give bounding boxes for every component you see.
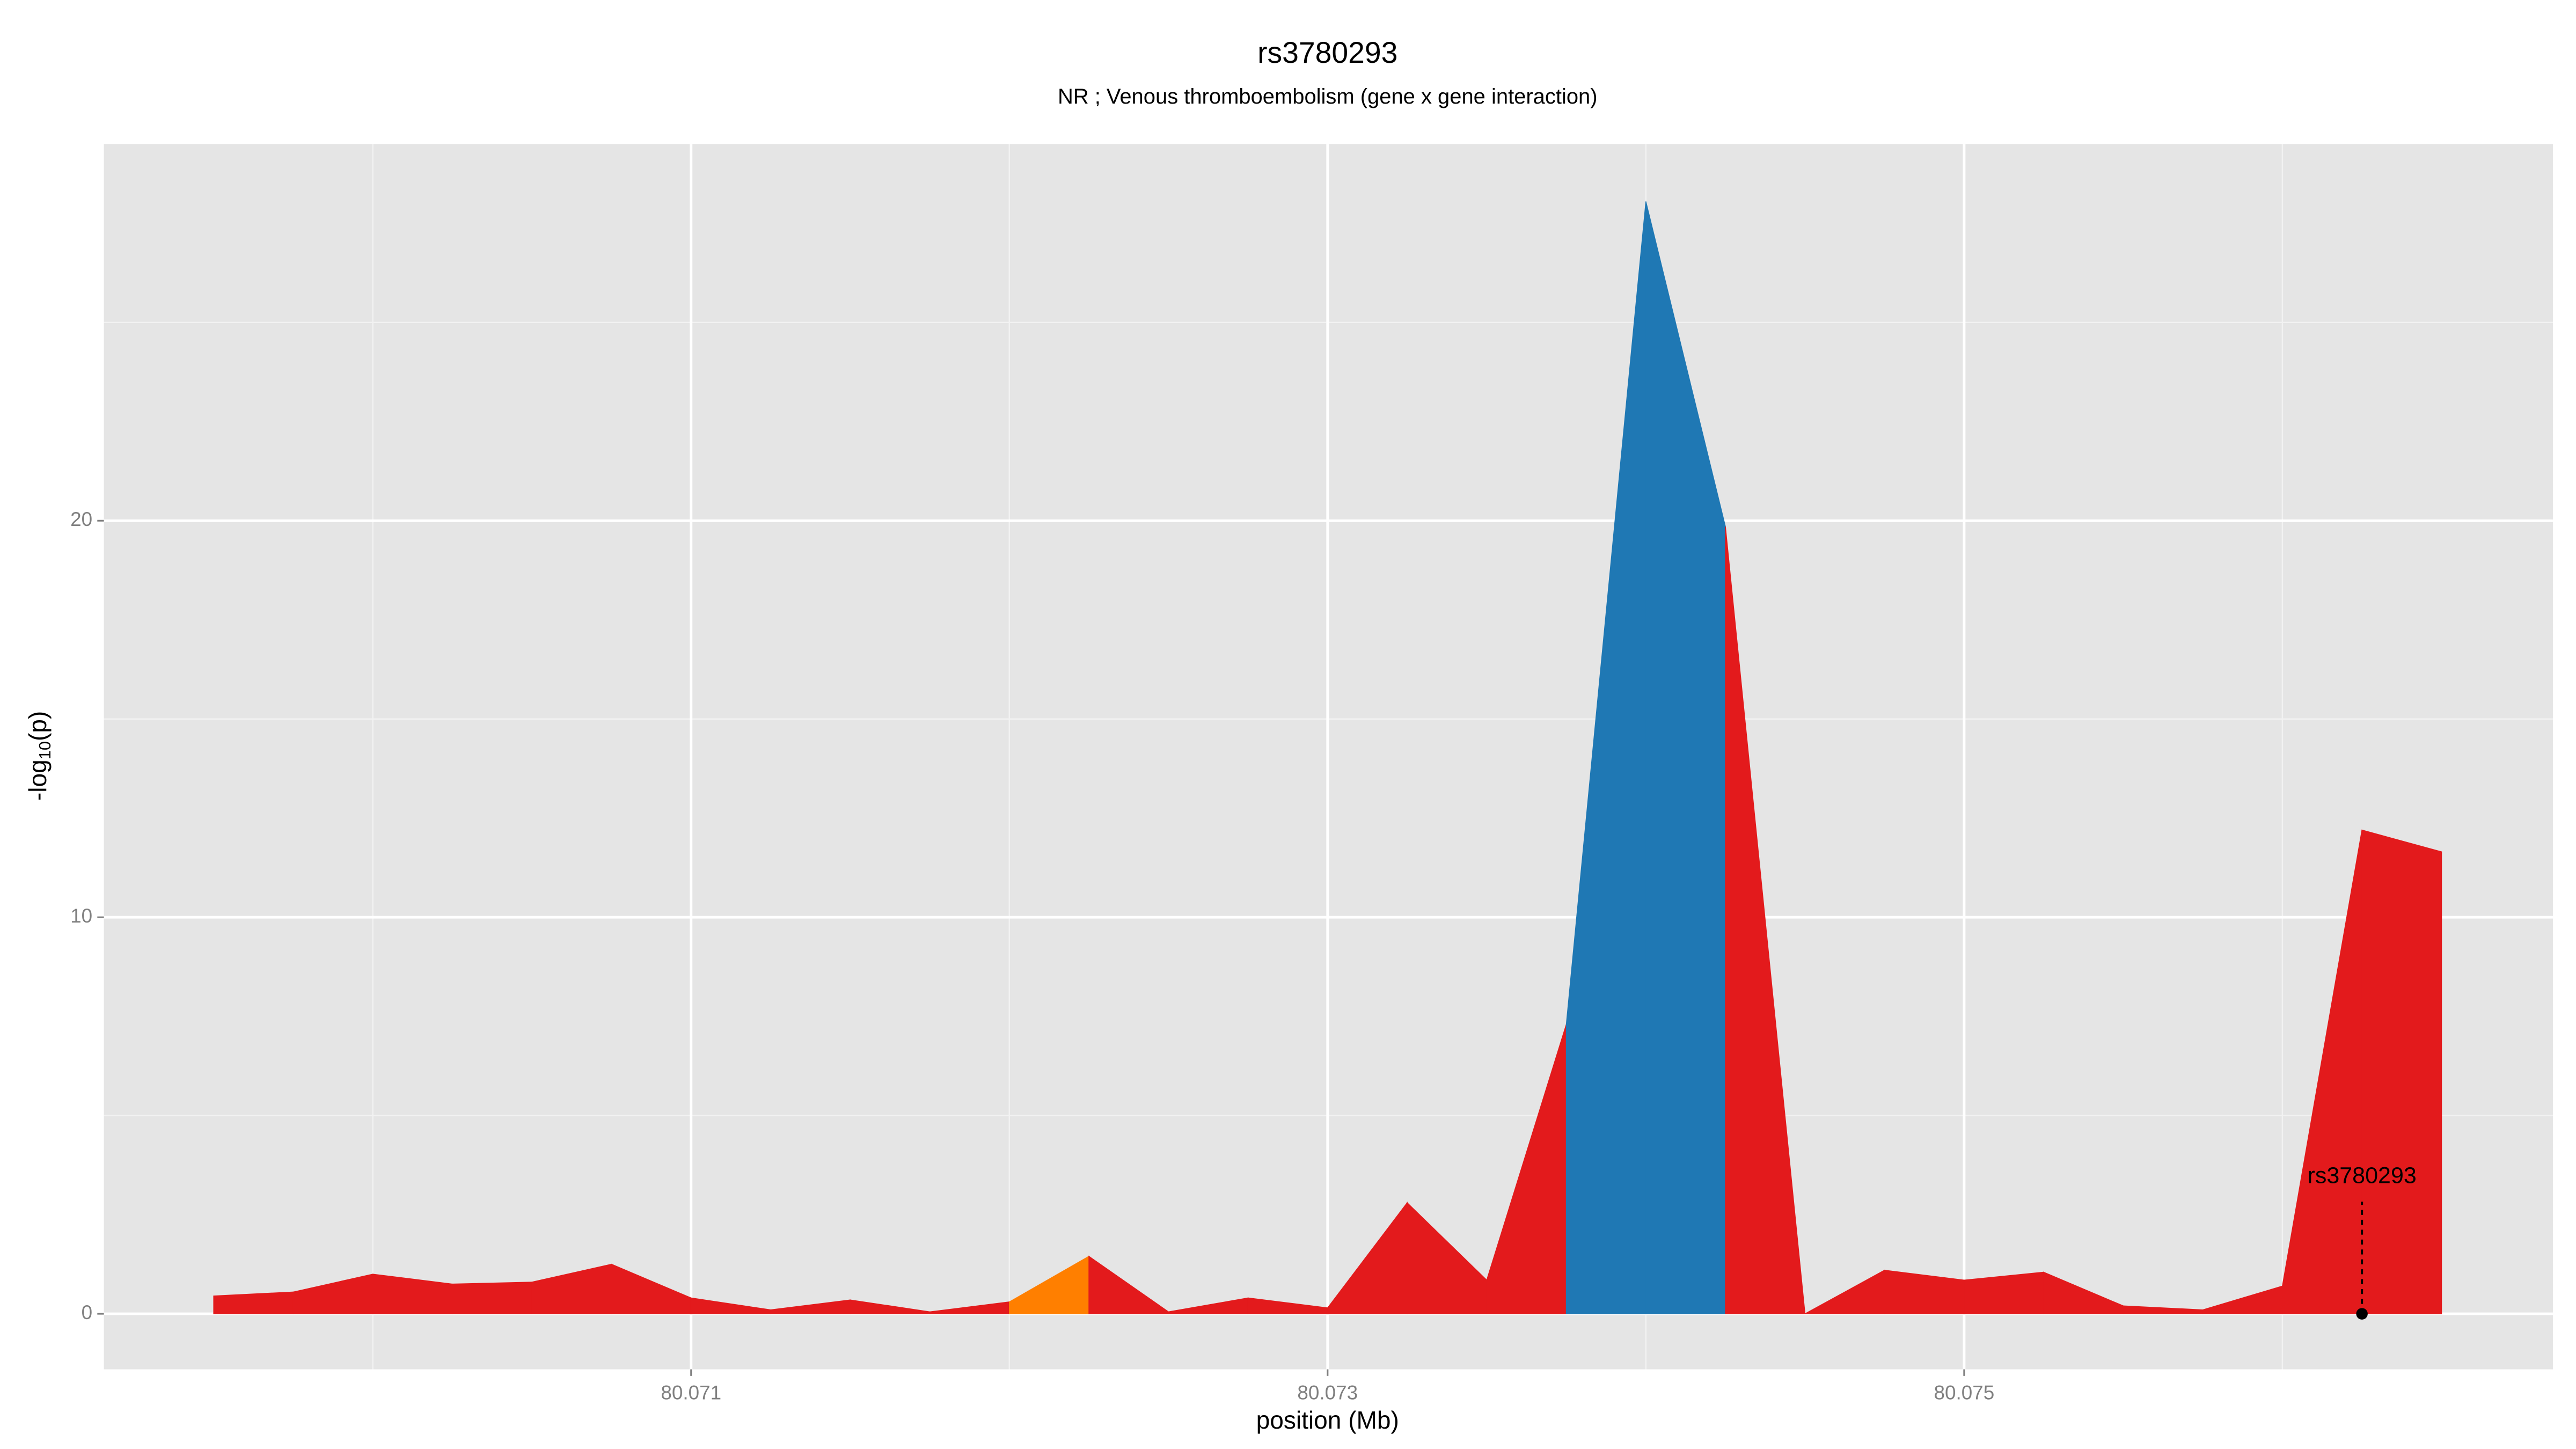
annotation-label: rs3780293: [2308, 1162, 2417, 1188]
x-tick-label: 80.073: [1297, 1381, 1358, 1403]
area-segment: [213, 1291, 294, 1314]
y-label-part: -log: [24, 759, 52, 801]
x-tick-label: 80.075: [1934, 1381, 1994, 1403]
area-segment: [2361, 829, 2442, 1314]
chart-subtitle: NR ; Venous thromboembolism (gene x gene…: [1058, 85, 1598, 108]
y-label-part: (p): [24, 711, 52, 741]
area-segment: [452, 1282, 532, 1314]
y-tick-label: 20: [70, 508, 92, 530]
x-axis-label: position (Mb): [1256, 1406, 1399, 1434]
marks: rs3780293: [213, 201, 2442, 1320]
y-tick-label: 0: [82, 1301, 93, 1323]
area-segment: [1725, 526, 1806, 1314]
y-tick-label: 10: [70, 905, 92, 927]
y-label-subscript: 10: [35, 741, 54, 759]
annotation-point: [2356, 1308, 2368, 1320]
x-tick-label: 80.071: [661, 1381, 721, 1403]
y-axis-label: -log10(p): [24, 711, 54, 801]
chart-title: rs3780293: [1257, 36, 1397, 69]
